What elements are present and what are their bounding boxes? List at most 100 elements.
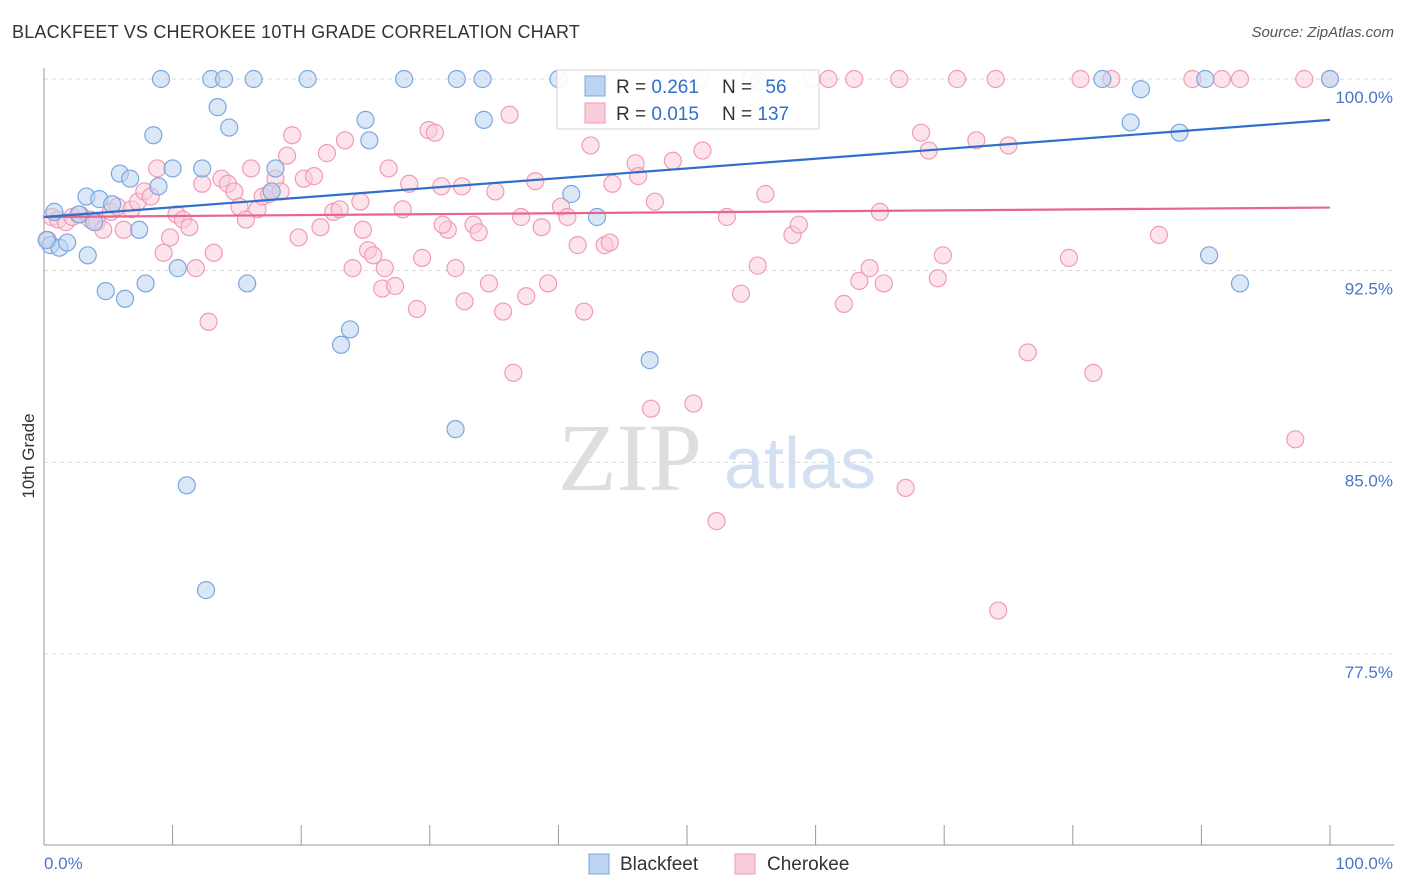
blackfeet-point-40 (473, 69, 492, 89)
blackfeet-point-55 (37, 230, 56, 250)
cherokee-point-100 (819, 69, 838, 89)
cherokee-point-89 (684, 394, 703, 413)
cherokee-point-106 (896, 478, 915, 497)
cherokee-point-95 (748, 256, 767, 275)
blackfeet-point-12 (115, 289, 135, 308)
blackfeet-point-53 (1230, 274, 1250, 293)
legend-blackfeet-r-label: R = (616, 77, 651, 98)
legend-cherokee-r-label: R = (616, 104, 651, 125)
cherokee-point-107 (911, 123, 931, 142)
cherokee-point-52 (379, 159, 398, 178)
blackfeet-point-23 (196, 581, 216, 600)
cherokee-point-86 (641, 399, 661, 418)
blackfeet-point-28 (238, 274, 257, 293)
cherokee-point-80 (581, 136, 600, 155)
svg-text:R = 0.015: R = 0.015 (616, 104, 699, 125)
cherokee-point-115 (1018, 343, 1037, 362)
blackfeet-point-44 (587, 207, 607, 227)
blackfeet-point-35 (356, 110, 375, 129)
cherokee-point-98 (789, 215, 808, 234)
blackfeet-point-19 (163, 159, 182, 178)
blackfeet-point-45 (640, 351, 659, 370)
cherokee-point-64 (455, 292, 474, 311)
cherokee-point-56 (407, 299, 427, 319)
x-ticks (43, 825, 1331, 845)
blackfeet-point-16 (144, 126, 163, 145)
cherokee-point-23 (193, 174, 212, 193)
blackfeet-point-39 (447, 69, 466, 89)
bottom-legend-label-cherokee[interactable]: Cherokee (767, 854, 849, 875)
svg-text:R = 0.261: R = 0.261 (616, 77, 699, 98)
cherokee-point-57 (412, 248, 432, 267)
bottom-legend-swatch-cherokee[interactable] (734, 853, 756, 875)
blackfeet-point-38 (446, 420, 465, 439)
y-tick-label-2: 85.0% (1345, 471, 1393, 490)
cherokee-point-66 (469, 223, 488, 242)
cherokee-point-59 (425, 123, 445, 142)
blackfeet-point-27 (220, 118, 239, 137)
cherokee-point-45 (330, 200, 349, 219)
y-axis-title: 10th Grade (19, 413, 38, 498)
cherokee-point-48 (351, 192, 370, 211)
cherokee-point-122 (1230, 69, 1250, 89)
bottom-legend-swatch-blackfeet[interactable] (588, 853, 610, 875)
blackfeet-trend-line (43, 118, 1331, 219)
blackfeet-point-6 (78, 246, 97, 265)
cherokee-point-126 (600, 233, 619, 252)
cherokee-point-37 (277, 146, 297, 165)
watermark-atlas: atlas (724, 424, 876, 504)
cherokee-point-17 (154, 243, 173, 262)
legend-swatch-cherokee (584, 102, 606, 124)
cherokee-point-136 (353, 220, 373, 239)
cherokee-point-74 (532, 218, 551, 237)
bottom-legend-label-blackfeet[interactable]: Blackfeet (620, 854, 699, 875)
legend-cherokee-n-value: 137 (757, 104, 789, 125)
blackfeet-point-47 (1093, 69, 1112, 89)
blackfeet-point-41 (474, 110, 493, 129)
cherokee-point-28 (225, 182, 244, 201)
x-tick-label-min: 0.0% (44, 854, 83, 873)
blackfeet-point-31 (266, 159, 285, 178)
blackfeet-point-9 (96, 282, 115, 301)
cherokee-point-77 (558, 207, 577, 227)
y-tick-labels: 100.0% 92.5% 85.0% 77.5% (1335, 88, 1393, 682)
cherokee-point-92 (707, 512, 726, 531)
blackfeet-point-13 (121, 169, 140, 188)
cherokee-point-24 (199, 312, 218, 331)
cherokee-point-71 (504, 363, 523, 382)
cherokee-point-112 (967, 131, 986, 150)
cherokee-point-123 (1286, 430, 1305, 449)
cherokee-point-109 (928, 269, 947, 288)
cherokee-point-119 (1149, 225, 1169, 244)
cherokee-point-31 (241, 159, 261, 178)
cherokee-point-43 (317, 144, 337, 163)
cherokee-point-103 (860, 259, 879, 278)
cherokee-point-75 (539, 274, 558, 293)
blackfeet-point-15 (136, 274, 155, 293)
cherokee-point-72 (512, 207, 531, 227)
blackfeet-point-54 (1320, 69, 1340, 89)
cherokee-point-130 (890, 69, 909, 89)
blackfeet-points (37, 69, 1340, 600)
cherokee-point-83 (603, 174, 622, 193)
blackfeet-point-36 (360, 131, 379, 150)
cherokee-point-116 (1059, 248, 1079, 267)
blackfeet-point-52 (1200, 246, 1219, 265)
cherokee-point-102 (850, 271, 869, 290)
blackfeet-point-32 (298, 69, 317, 89)
cherokee-point-25 (204, 243, 223, 262)
legend-blackfeet-n-value: 56 (765, 77, 786, 98)
cherokee-point-69 (494, 302, 513, 321)
legend-swatch-blackfeet (584, 75, 606, 97)
blackfeet-point-30 (262, 182, 281, 201)
cherokee-point-53 (385, 276, 405, 296)
blackfeet-point-3 (58, 233, 77, 252)
blackfeet-point-17 (149, 177, 168, 196)
cherokee-point-121 (1212, 69, 1232, 89)
blackfeet-point-26 (214, 69, 234, 89)
cherokee-point-78 (568, 236, 587, 255)
blackfeet-point-14 (130, 220, 149, 239)
cherokee-point-94 (731, 284, 751, 303)
blackfeet-point-22 (193, 159, 212, 178)
